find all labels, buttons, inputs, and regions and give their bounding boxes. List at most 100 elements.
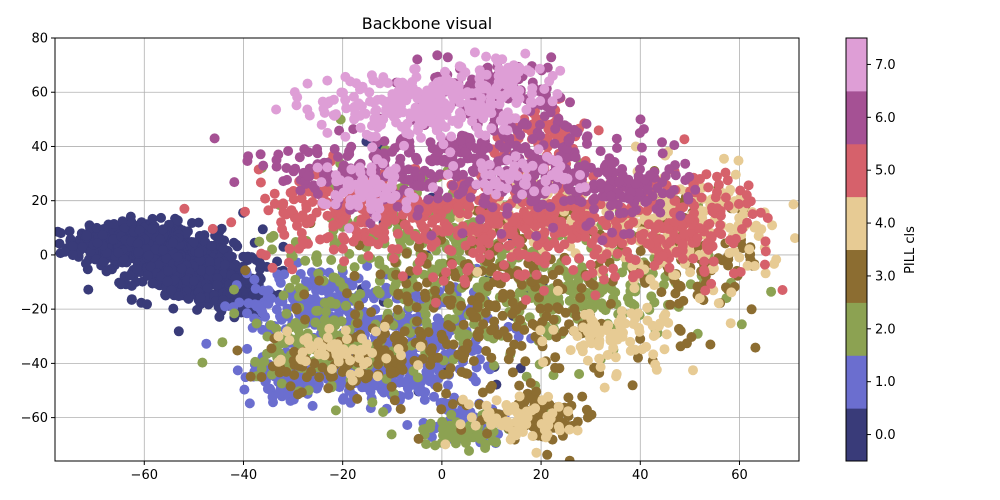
point	[309, 358, 320, 369]
point	[581, 271, 592, 281]
point	[462, 265, 473, 276]
point	[565, 97, 575, 108]
point	[412, 155, 423, 166]
point	[158, 224, 168, 235]
point	[446, 423, 457, 434]
point	[430, 285, 440, 296]
point	[183, 293, 194, 304]
point	[421, 439, 432, 450]
point	[569, 303, 580, 314]
point	[586, 238, 597, 249]
point	[426, 347, 436, 357]
point	[470, 143, 481, 154]
point	[328, 220, 339, 230]
point	[307, 400, 318, 411]
point	[657, 137, 667, 148]
point	[257, 224, 268, 235]
point	[486, 325, 497, 336]
point	[644, 239, 655, 250]
point	[385, 365, 396, 376]
point	[607, 227, 618, 238]
point	[324, 323, 335, 334]
point	[720, 167, 731, 178]
point	[92, 238, 103, 248]
point	[628, 319, 639, 329]
point	[81, 230, 92, 241]
point	[473, 332, 484, 342]
point	[688, 365, 698, 376]
point	[448, 180, 458, 191]
point	[413, 360, 424, 371]
point	[338, 243, 348, 254]
point	[172, 252, 183, 263]
point	[514, 238, 525, 249]
point	[574, 369, 585, 379]
point	[386, 429, 397, 440]
point	[271, 323, 282, 334]
point	[147, 213, 158, 224]
point	[576, 283, 587, 294]
point	[646, 291, 657, 302]
point	[461, 344, 472, 354]
point	[425, 137, 436, 148]
point	[372, 371, 383, 382]
point	[539, 227, 550, 238]
point	[416, 219, 427, 230]
point	[645, 170, 655, 181]
point	[395, 404, 406, 414]
point	[258, 160, 269, 171]
point	[628, 272, 638, 283]
point	[67, 241, 78, 252]
point	[747, 209, 758, 220]
point	[403, 164, 414, 175]
point	[370, 326, 381, 337]
point	[217, 337, 228, 348]
point	[276, 378, 287, 389]
point	[436, 404, 447, 415]
point	[627, 207, 638, 218]
point	[415, 341, 426, 352]
point	[455, 135, 466, 146]
point	[554, 363, 565, 374]
point	[589, 193, 600, 204]
point	[101, 266, 112, 277]
point	[536, 212, 547, 223]
point	[595, 178, 606, 189]
point	[655, 207, 666, 218]
point	[375, 269, 386, 280]
point	[147, 278, 158, 289]
point	[269, 198, 280, 209]
point	[608, 342, 619, 353]
point	[564, 424, 575, 435]
point	[132, 264, 142, 274]
point	[256, 372, 267, 382]
point	[664, 262, 675, 273]
point	[458, 329, 469, 340]
point	[493, 242, 504, 253]
point	[232, 365, 243, 376]
point	[387, 146, 398, 157]
point	[442, 221, 453, 232]
plot-area	[55, 47, 799, 461]
point	[578, 340, 589, 351]
point	[680, 175, 691, 186]
point	[290, 318, 301, 328]
point	[161, 253, 172, 264]
point	[420, 309, 431, 320]
point	[229, 284, 239, 295]
point	[430, 297, 441, 308]
point	[522, 212, 533, 223]
point	[271, 304, 282, 315]
point	[207, 223, 218, 234]
point	[412, 54, 423, 65]
point	[284, 335, 295, 346]
point	[531, 269, 542, 280]
point	[538, 357, 549, 368]
point	[367, 397, 378, 408]
point	[64, 226, 75, 237]
point	[335, 349, 346, 360]
point	[701, 169, 712, 180]
point	[637, 155, 647, 166]
point	[496, 228, 507, 239]
point	[675, 341, 686, 352]
